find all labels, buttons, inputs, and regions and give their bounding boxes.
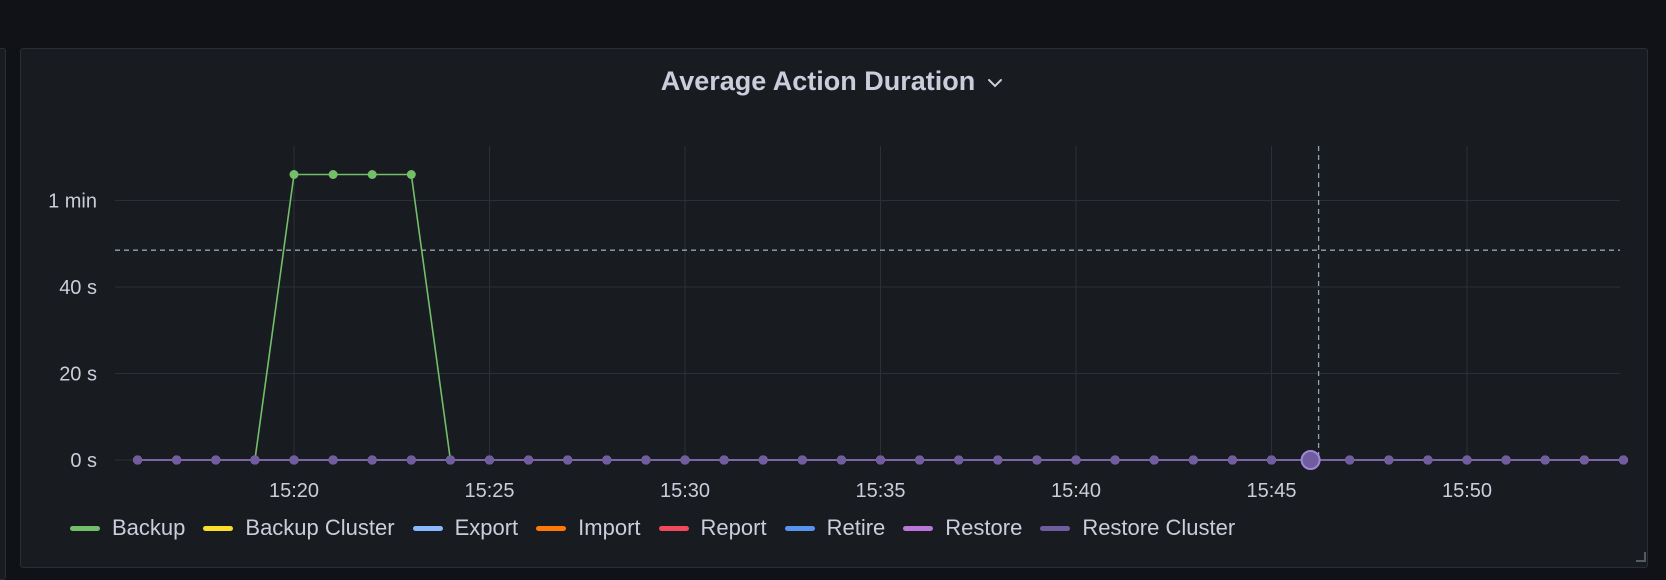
legend-label: Backup	[112, 515, 186, 540]
x-tick-label: 15:25	[464, 480, 514, 502]
x-tick-label: 15:20	[269, 480, 319, 502]
series-restore-cluster	[133, 455, 1628, 465]
data-point[interactable]	[1188, 455, 1198, 465]
data-point[interactable]	[328, 170, 338, 179]
panel-resize-handle[interactable]	[1636, 552, 1646, 562]
legend-swatch	[412, 525, 443, 531]
x-tick-label: 15:35	[855, 480, 905, 502]
legend-label: Report	[700, 515, 767, 540]
legend-item-backup-cluster[interactable]: Backup Cluster	[203, 515, 395, 541]
data-point[interactable]	[1579, 455, 1589, 465]
data-point[interactable]	[836, 455, 846, 465]
data-point[interactable]	[1032, 455, 1042, 465]
legend-label: Export	[454, 515, 519, 540]
data-point[interactable]	[406, 170, 416, 179]
data-point[interactable]	[797, 455, 807, 465]
data-point[interactable]	[1267, 455, 1276, 465]
y-tick-label: 1 min	[48, 190, 97, 212]
data-point[interactable]	[602, 455, 612, 465]
data-point[interactable]	[993, 455, 1003, 465]
x-axis: 15:20 15:25 15:30 15:35 15:40 15:45 15:50	[269, 480, 1492, 502]
line-chart[interactable]: 0 s20 s40 s1 min 15:20 15:25 15:30 15:35 15:…	[0, 0, 1666, 564]
data-point[interactable]	[954, 455, 964, 465]
x-tick-label: 15:40	[1051, 480, 1101, 502]
data-point[interactable]	[1384, 455, 1394, 465]
data-point[interactable]	[445, 455, 455, 465]
legend-item-export[interactable]: Export	[412, 515, 519, 541]
y-tick-label: 20 s	[59, 363, 97, 385]
data-point[interactable]	[367, 455, 377, 465]
chart-legend: Backup Backup Cluster Export Import Report Re…	[70, 513, 1235, 543]
data-point[interactable]	[1071, 455, 1081, 465]
legend-label: Retire	[826, 515, 886, 540]
data-point[interactable]	[289, 455, 299, 465]
data-point[interactable]	[1345, 455, 1355, 465]
legend-swatch	[203, 525, 234, 531]
data-point[interactable]	[485, 455, 494, 465]
legend-swatch	[658, 525, 689, 531]
panel-title: Average Action Duration	[660, 65, 976, 96]
data-point[interactable]	[1149, 455, 1159, 465]
data-point[interactable]	[250, 455, 260, 465]
data-point[interactable]	[367, 170, 377, 179]
legend-item-import[interactable]: Import	[536, 515, 641, 541]
data-point[interactable]	[328, 455, 338, 465]
legend-item-report[interactable]: Report	[658, 515, 767, 541]
data-point[interactable]	[172, 455, 182, 465]
data-point[interactable]	[719, 455, 729, 465]
data-point[interactable]	[1423, 455, 1433, 465]
data-point[interactable]	[1501, 455, 1511, 465]
legend-item-restore-cluster[interactable]: Restore Cluster	[1040, 515, 1235, 541]
data-point[interactable]	[1618, 455, 1628, 465]
panel-header[interactable]: Average Action Duration	[0, 64, 1666, 98]
legend-label: Import	[578, 515, 641, 540]
legend-label: Restore	[945, 515, 1023, 540]
y-axis: 0 s 20 s 40 s 1 min	[48, 190, 97, 472]
legend-label: Backup Cluster	[245, 515, 395, 540]
x-tick-label: 15:30	[660, 480, 710, 502]
x-tick-label: 15:45	[1246, 480, 1296, 502]
chart-grid	[115, 146, 1620, 461]
x-tick-label: 15:50	[1442, 480, 1492, 502]
legend-item-restore[interactable]: Restore	[903, 515, 1022, 541]
data-point[interactable]	[680, 455, 690, 465]
y-tick-label: 40 s	[59, 277, 97, 299]
chart-series	[133, 170, 1628, 470]
chevron-down-icon[interactable]	[985, 73, 1005, 93]
data-point[interactable]	[133, 455, 143, 465]
data-point[interactable]	[1227, 455, 1237, 465]
data-point[interactable]	[915, 455, 925, 465]
legend-swatch	[536, 525, 567, 531]
data-point[interactable]	[524, 455, 534, 465]
data-point[interactable]	[1540, 455, 1550, 465]
legend-swatch	[1040, 525, 1071, 531]
data-point[interactable]	[876, 455, 885, 465]
legend-item-retire[interactable]: Retire	[784, 515, 886, 541]
legend-swatch	[784, 525, 815, 531]
data-point[interactable]	[563, 455, 573, 465]
data-point[interactable]	[1110, 455, 1120, 465]
data-point[interactable]	[641, 455, 651, 465]
hover-point-highlight	[1300, 450, 1321, 470]
legend-item-backup[interactable]: Backup	[70, 515, 185, 541]
legend-label: Restore Cluster	[1082, 515, 1236, 540]
y-tick-label: 0 s	[70, 450, 97, 472]
legend-swatch	[903, 525, 934, 531]
data-point[interactable]	[758, 455, 768, 465]
data-point[interactable]	[289, 170, 299, 179]
legend-swatch	[70, 525, 100, 531]
data-point[interactable]	[1462, 455, 1472, 465]
data-point[interactable]	[406, 455, 416, 465]
data-point[interactable]	[211, 455, 221, 465]
